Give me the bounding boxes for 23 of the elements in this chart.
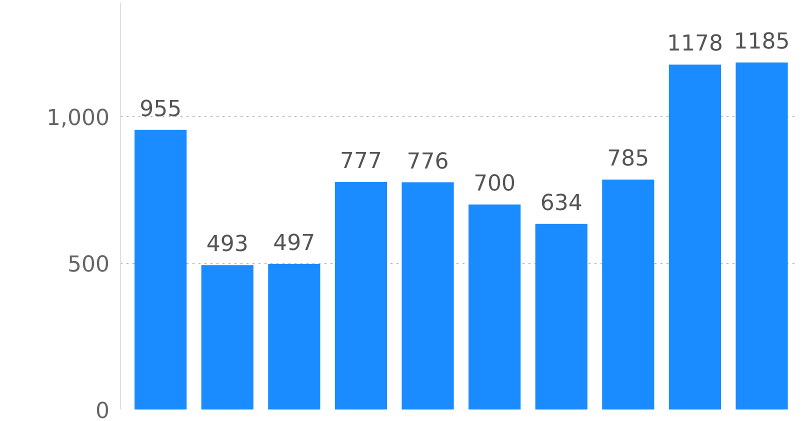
data-label: 700 xyxy=(474,172,516,197)
data-label: 634 xyxy=(540,190,582,216)
bar xyxy=(468,204,521,410)
data-label: 497 xyxy=(273,230,316,256)
bar xyxy=(334,182,388,410)
data-label: 1178 xyxy=(666,32,723,57)
bar xyxy=(134,130,187,410)
data-label: 955 xyxy=(140,96,182,122)
bar xyxy=(736,62,788,410)
bar xyxy=(668,64,722,410)
data-label: 493 xyxy=(206,232,248,258)
bar xyxy=(535,224,588,410)
bar xyxy=(268,264,320,410)
data-label: 777 xyxy=(340,148,382,174)
data-label: 776 xyxy=(406,149,449,174)
bar xyxy=(402,182,454,410)
bar xyxy=(602,180,654,410)
bar xyxy=(201,265,254,410)
data-label: 785 xyxy=(607,146,650,172)
y-tick-label: 500 xyxy=(68,252,110,278)
y-tick-label: 0 xyxy=(96,399,110,421)
y-tick-label: 1,000 xyxy=(46,106,110,132)
data-label: 1185 xyxy=(734,30,790,55)
